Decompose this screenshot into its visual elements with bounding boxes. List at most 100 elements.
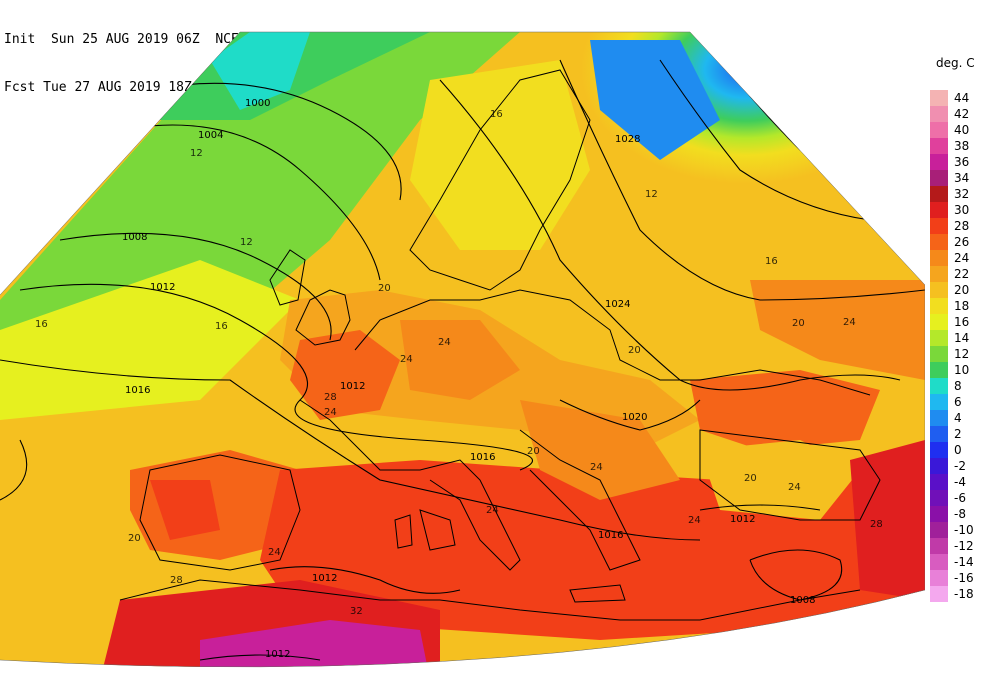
temp-label: 24: [843, 317, 856, 328]
temp-label: 24: [324, 407, 337, 418]
legend-swatch: [930, 394, 948, 410]
temp-label: 16: [765, 256, 778, 267]
legend-entry: 16: [930, 314, 1000, 330]
europe-temperature-map: 1000 1004 1008 1012 1016 1012 1016 1020 …: [0, 31, 925, 668]
legend-entry: 4: [930, 410, 1000, 426]
legend-entry: 8: [930, 378, 1000, 394]
legend-swatch: [930, 538, 948, 554]
temp-label: 24: [486, 505, 499, 516]
legend-swatch: [930, 378, 948, 394]
isobar-label: 1000: [245, 98, 270, 109]
legend-swatch: [930, 298, 948, 314]
isobar-label: 1020: [622, 412, 647, 423]
temp-label: 28: [870, 519, 883, 530]
legend-swatch: [930, 266, 948, 282]
legend-swatch: [930, 122, 948, 138]
temp-label: 32: [350, 606, 363, 617]
legend-entry: 20: [930, 282, 1000, 298]
anatolia-cool-zone: [700, 440, 860, 520]
legend-entry: -2: [930, 458, 1000, 474]
legend-swatch: [930, 410, 948, 426]
legend-label: -18: [954, 587, 974, 601]
legend-swatch: [930, 106, 948, 122]
isobar-label: 1004: [198, 130, 223, 141]
temp-label: 16: [490, 109, 503, 120]
legend-swatch: [930, 282, 948, 298]
temp-label: 28: [324, 392, 337, 403]
isobar-label: 1016: [598, 530, 623, 541]
legend-entry: 28: [930, 218, 1000, 234]
legend-swatch: [930, 474, 948, 490]
isobar-label: 1008: [122, 232, 147, 243]
legend-label: 18: [954, 299, 970, 313]
legend-swatch: [930, 314, 948, 330]
legend-swatch: [930, 250, 948, 266]
iberia-core-zone: [150, 480, 220, 540]
legend-swatch: [930, 442, 948, 458]
temp-label: 20: [527, 446, 540, 457]
legend-swatch: [930, 586, 948, 602]
legend-swatch: [930, 90, 948, 106]
legend-swatch: [930, 218, 948, 234]
isobar-label: 1012: [312, 573, 337, 584]
legend-entry: 40: [930, 122, 1000, 138]
legend-entry: 2: [930, 426, 1000, 442]
legend-label: 42: [954, 107, 970, 121]
isobar-label: 1024: [605, 299, 630, 310]
legend-label: -4: [954, 475, 966, 489]
legend-swatch: [930, 426, 948, 442]
legend-label: 8: [954, 379, 962, 393]
isobar-label: 1012: [340, 381, 365, 392]
legend-swatch: [930, 522, 948, 538]
legend-entry: -16: [930, 570, 1000, 586]
legend-label: -12: [954, 539, 974, 553]
legend-label: 28: [954, 219, 970, 233]
temp-label: 16: [35, 319, 48, 330]
isobar-label: 1016: [125, 385, 150, 396]
legend-label: 16: [954, 315, 970, 329]
temp-label: 20: [744, 473, 757, 484]
legend-swatch: [930, 570, 948, 586]
legend-label: 22: [954, 267, 970, 281]
legend-label: 20: [954, 283, 970, 297]
temp-label: 16: [215, 321, 228, 332]
legend-label: 10: [954, 363, 970, 377]
temp-label: 20: [128, 533, 141, 544]
legend-swatch: [930, 170, 948, 186]
legend-swatch: [930, 202, 948, 218]
temperature-labels: 12 12 12 16 16 16 16 20 20 20 20 20 24 2…: [35, 109, 883, 617]
legend-entry: 12: [930, 346, 1000, 362]
isobar-label: 1028: [615, 134, 640, 145]
legend-title: deg. C: [936, 56, 975, 70]
legend-label: 14: [954, 331, 970, 345]
legend-entry: -6: [930, 490, 1000, 506]
legend-label: 30: [954, 203, 970, 217]
isobar-label: 1016: [470, 452, 495, 463]
legend-swatch: [930, 154, 948, 170]
temp-label: 12: [645, 189, 658, 200]
temp-label: 20: [792, 318, 805, 329]
temp-label: 12: [190, 148, 203, 159]
legend-entry: 10: [930, 362, 1000, 378]
legend-entry: -18: [930, 586, 1000, 602]
middle-east-hot-zone: [850, 440, 925, 600]
temp-label: 24: [590, 462, 603, 473]
temp-label: 24: [788, 482, 801, 493]
legend-label: -14: [954, 555, 974, 569]
legend-label: -8: [954, 507, 966, 521]
barents-blue-zone: [590, 40, 720, 160]
temp-label: 24: [400, 354, 413, 365]
legend-entry: 30: [930, 202, 1000, 218]
legend-label: 4: [954, 411, 962, 425]
temp-label: 20: [628, 345, 641, 356]
legend-label: 34: [954, 171, 970, 185]
legend-label: 36: [954, 155, 970, 169]
legend-entry: -10: [930, 522, 1000, 538]
legend-swatch: [930, 330, 948, 346]
legend-swatch: [930, 554, 948, 570]
legend-swatch: [930, 234, 948, 250]
legend-entry: 26: [930, 234, 1000, 250]
legend-entry: 44: [930, 90, 1000, 106]
legend-entry: -12: [930, 538, 1000, 554]
legend-entry: 42: [930, 106, 1000, 122]
